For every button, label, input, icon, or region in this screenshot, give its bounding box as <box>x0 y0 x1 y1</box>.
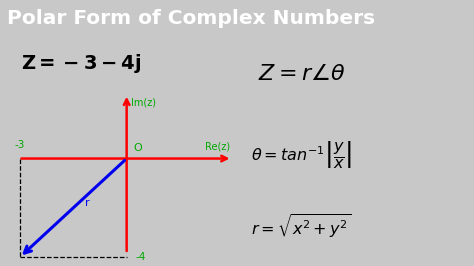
Text: -4: -4 <box>136 252 146 262</box>
Text: $Z = r\angle\theta$: $Z = r\angle\theta$ <box>257 63 345 84</box>
Text: Im(z): Im(z) <box>131 97 156 107</box>
Text: -3: -3 <box>15 140 25 150</box>
Text: Re(z): Re(z) <box>205 142 230 152</box>
Text: O: O <box>134 143 142 153</box>
Text: $\theta = tan^{-1}\left|\dfrac{y}{x}\right|$: $\theta = tan^{-1}\left|\dfrac{y}{x}\rig… <box>251 139 352 170</box>
Text: Polar Form of Complex Numbers: Polar Form of Complex Numbers <box>7 9 375 28</box>
Text: r: r <box>85 198 89 208</box>
Text: $\mathbf{Z = -3 - 4j}$: $\mathbf{Z = -3 - 4j}$ <box>21 52 141 75</box>
Text: $r = \sqrt{x^2 + y^2}$: $r = \sqrt{x^2 + y^2}$ <box>251 212 351 240</box>
